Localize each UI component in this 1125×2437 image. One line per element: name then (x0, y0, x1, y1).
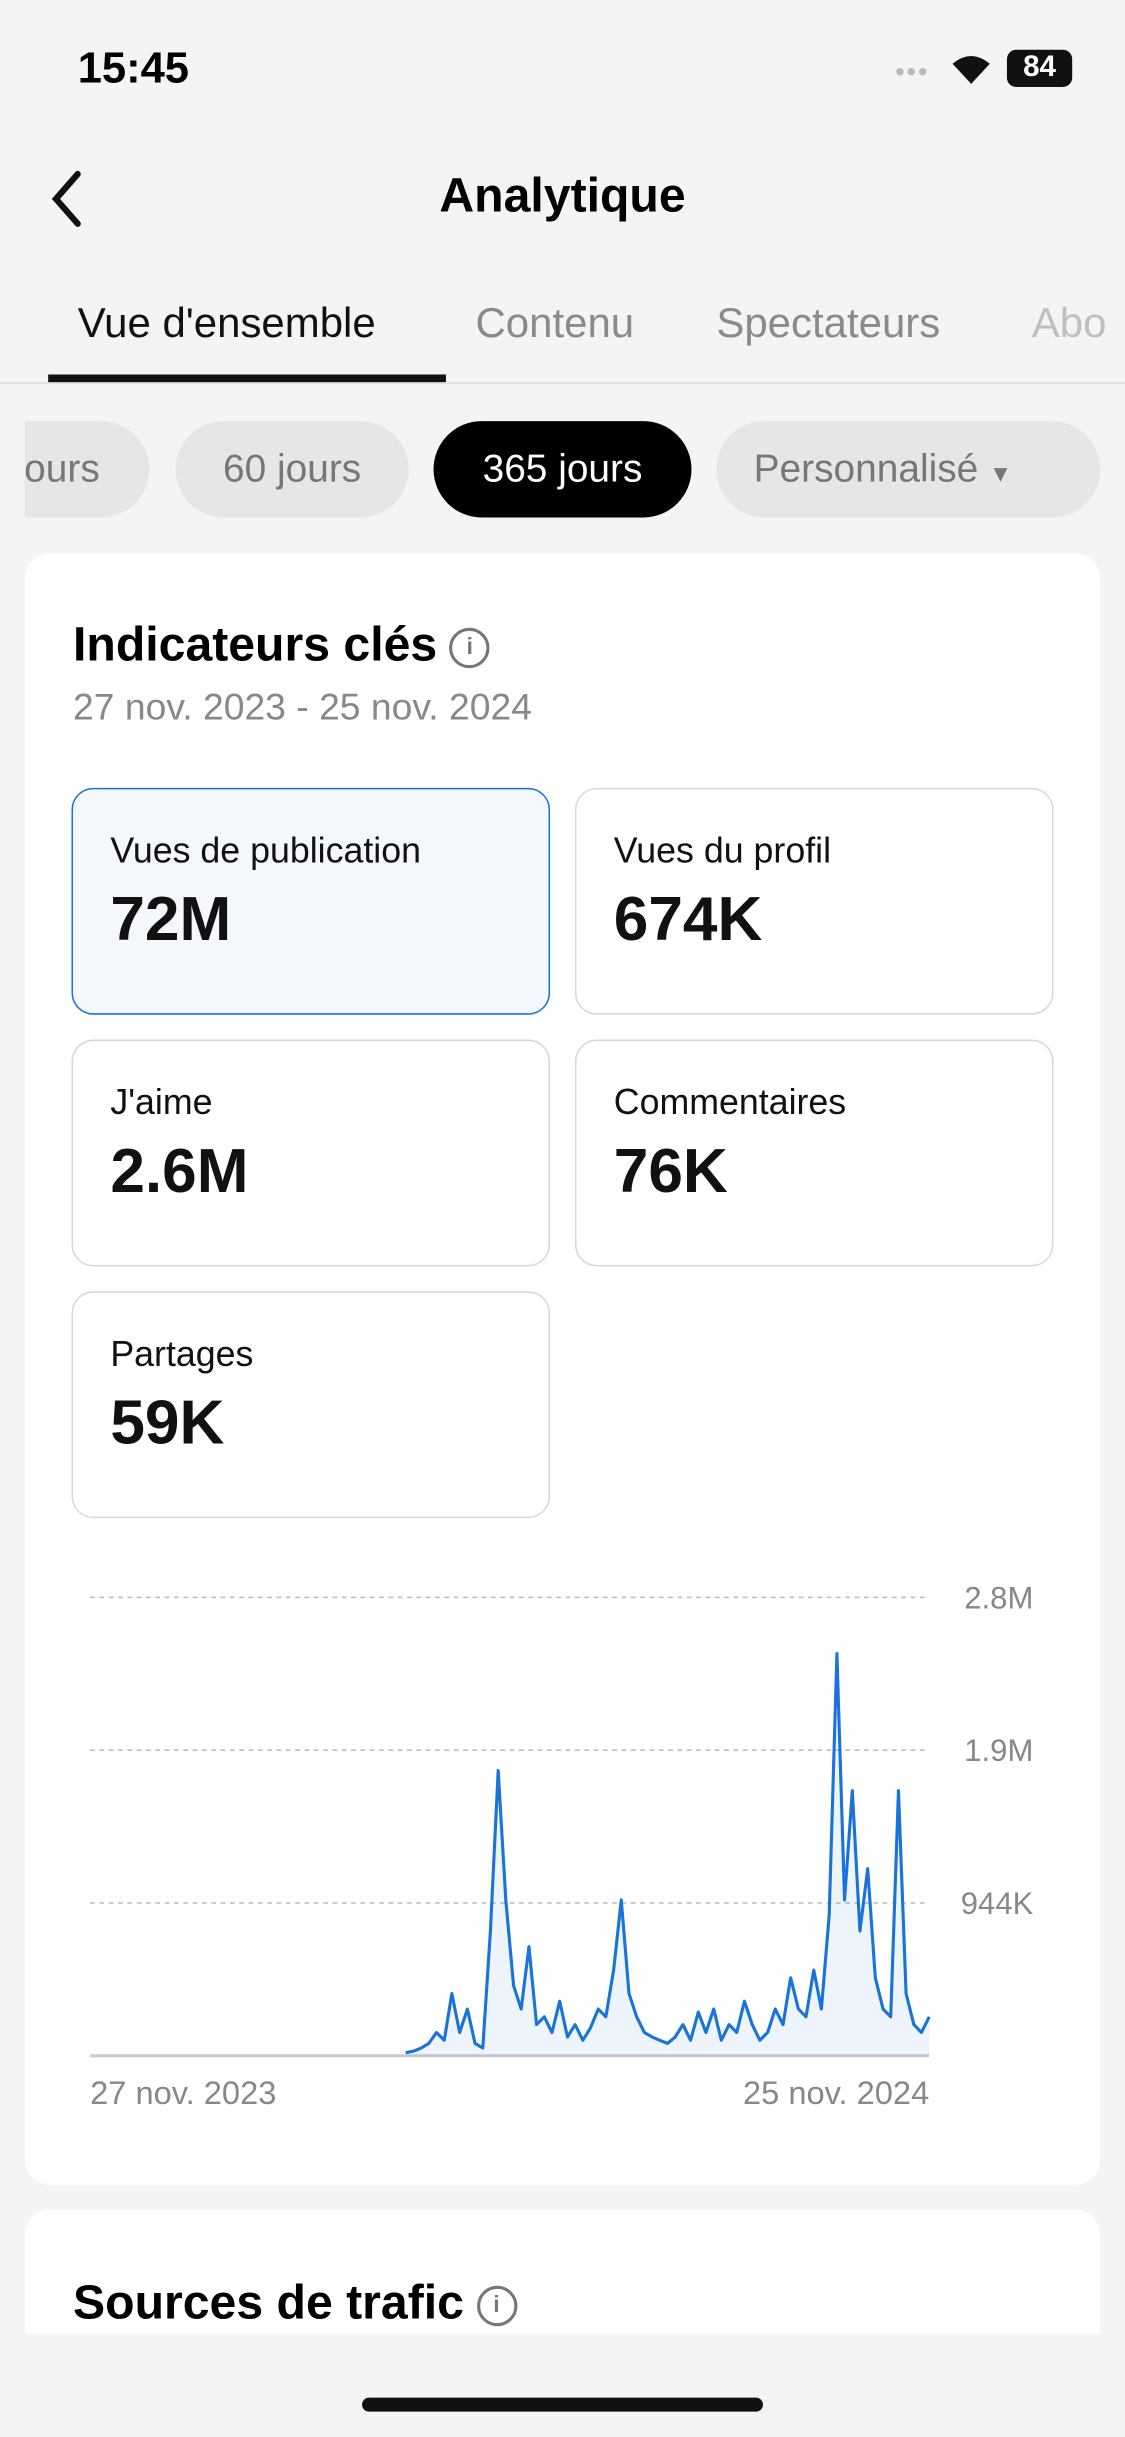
tab[interactable]: Vue d'ensemble (77, 299, 376, 347)
metric-value: 2.6M (110, 1137, 249, 1206)
y-tick-label: 2.8M (964, 1580, 1033, 1615)
back-button[interactable] (44, 168, 91, 230)
status-time: 15:45 (77, 43, 189, 92)
battery: 84 (1006, 49, 1073, 88)
chip-label: Personnalisé (753, 447, 979, 492)
date-range: 27 nov. 2023 - 25 nov. 2024 (73, 686, 532, 729)
divider (0, 382, 1125, 384)
chip-selected[interactable]: 365 jours (433, 421, 692, 518)
x-tick-label: 25 nov. 2024 (743, 2074, 929, 2111)
info-icon[interactable]: i (476, 2285, 517, 2326)
metric-label: Partages (110, 1333, 254, 1374)
tab[interactable]: Spectateurs (716, 299, 941, 347)
metric-card[interactable]: Partages 59K (71, 1291, 551, 1519)
section-title-text: Sources de trafic (73, 2274, 464, 2330)
metric-value: 59K (110, 1389, 225, 1458)
line (405, 1651, 931, 2055)
metric-card[interactable]: Commentaires 76K (574, 1039, 1054, 1267)
metric-value: 76K (613, 1137, 728, 1206)
metric-label: Vues du profil (613, 829, 832, 871)
section-title: Sources de trafic i (73, 2275, 517, 2331)
metric-value: 674K (613, 885, 763, 955)
x-tick-label: 27 nov. 2023 (90, 2074, 276, 2111)
area (405, 1653, 930, 2056)
home-bar-area (0, 2333, 1125, 2437)
y-tick-label: 944K (961, 1886, 1034, 1921)
home-indicator (362, 2397, 763, 2412)
y-tick-label: 1.9M (964, 1733, 1033, 1768)
wifi-icon (952, 55, 990, 84)
metric-label: Commentaires (613, 1081, 847, 1122)
card-title: Indicateurs clés i (73, 616, 491, 673)
tab[interactable]: Contenu (475, 299, 635, 347)
tab-indicator (48, 374, 446, 383)
card-title-text: Indicateurs clés (73, 616, 438, 672)
chip[interactable]: Personnalisé ▼ (716, 421, 1101, 518)
info-icon[interactable]: i (449, 627, 491, 668)
chip[interactable]: 60 jours (175, 421, 409, 518)
metric-label: J'aime (110, 1081, 213, 1122)
chart: 944K 1.9M 2.8M 27 nov. 2023 25 nov. 2024 (90, 1580, 1034, 2111)
tab[interactable]: Abo (1031, 299, 1107, 347)
metric-card[interactable]: J'aime 2.6M (71, 1039, 551, 1267)
page-title: Analytique (439, 167, 686, 223)
signal: ••• (895, 55, 930, 88)
chip[interactable]: jours (0, 421, 150, 518)
clip (0, 421, 25, 518)
metric-card[interactable]: Vues de publication 72M (71, 787, 551, 1015)
metric-card[interactable]: Vues du profil 674K (574, 787, 1054, 1015)
metric-label: Vues de publication (110, 829, 421, 871)
metric-value: 72M (110, 885, 232, 955)
